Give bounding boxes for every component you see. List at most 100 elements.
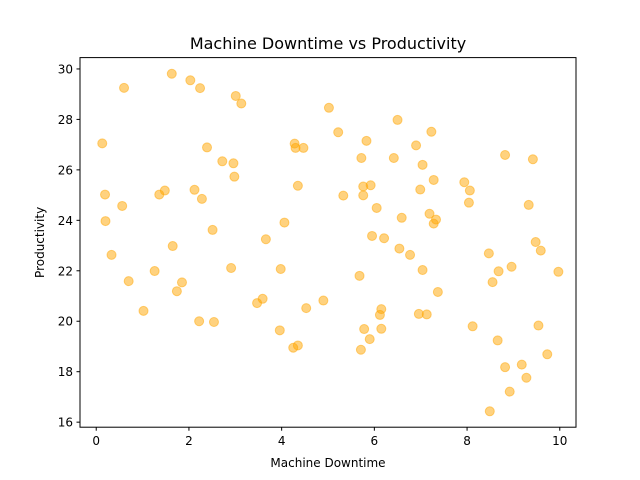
data-point-56 [371,202,382,213]
data-point-99 [553,266,564,277]
data-point-0 [97,138,108,149]
y-tick-label: 28 [58,113,73,127]
data-point-65 [405,249,416,260]
data-point-81 [467,321,478,332]
data-point-25 [228,158,239,169]
x-tick-label: 6 [371,434,379,448]
data-point-12 [167,241,178,252]
data-point-44 [333,127,344,138]
data-point-76 [431,214,442,225]
data-point-68 [415,184,426,195]
data-point-97 [535,245,546,256]
data-point-52 [361,135,372,146]
data-point-39 [292,180,303,191]
data-point-5 [119,82,130,93]
data-point-21 [207,224,218,235]
data-point-48 [356,153,367,164]
x-tick-label: 4 [278,434,286,448]
data-point-70 [417,265,428,276]
data-point-19 [196,193,207,204]
data-point-51 [359,324,370,335]
data-point-15 [185,75,196,86]
data-point-73 [426,126,437,137]
data-point-84 [484,406,495,417]
data-point-47 [355,344,366,355]
y-tick-label: 16 [58,416,73,430]
data-point-86 [492,335,503,346]
data-point-98 [542,349,553,360]
data-point-32 [274,325,285,336]
data-point-72 [424,208,435,219]
data-point-50 [358,190,369,201]
data-point-7 [138,305,149,316]
data-point-24 [226,263,237,274]
y-tick-label: 24 [58,214,73,228]
data-point-45 [338,190,349,201]
y-tick-label: 18 [58,365,73,379]
data-point-31 [260,234,271,245]
x-tick-label: 10 [552,434,567,448]
data-point-55 [367,230,378,241]
data-point-96 [533,320,544,331]
data-point-93 [523,199,534,210]
x-axis-ticks: 0 2 4 6 8 10 [92,427,567,448]
data-point-46 [354,270,365,281]
data-point-16 [189,184,200,195]
data-point-85 [487,277,498,288]
data-point-83 [483,248,494,259]
data-point-8 [149,266,160,277]
data-point-94 [527,154,538,165]
data-point-26 [229,171,240,182]
data-point-43 [323,102,334,113]
data-point-38 [292,340,303,351]
data-point-91 [516,359,527,370]
y-tick-label: 22 [58,264,73,278]
data-point-30 [257,293,268,304]
data-point-89 [504,386,515,397]
y-tick-label: 30 [58,62,73,76]
data-point-42 [318,295,329,306]
data-point-92 [521,372,532,383]
x-tick-label: 0 [92,434,100,448]
data-point-58 [376,323,387,334]
data-point-41 [301,303,312,314]
plot-frame [79,57,577,428]
data-point-28 [236,98,247,109]
data-point-95 [530,237,541,248]
data-point-59 [376,304,387,315]
data-point-20 [202,142,213,153]
data-point-61 [388,153,399,164]
data-point-13 [171,286,182,297]
data-point-78 [459,177,470,188]
data-point-33 [275,264,286,275]
data-point-40 [298,142,309,153]
data-point-34 [279,217,290,228]
y-axis-ticks: 16 18 20 22 24 26 28 30 [58,62,80,430]
y-tick-label: 26 [58,163,73,177]
data-points [97,68,564,417]
data-point-80 [464,185,475,196]
data-point-64 [396,212,407,223]
data-point-6 [123,276,134,287]
data-point-69 [417,159,428,170]
data-point-17 [194,316,205,327]
data-point-74 [428,174,439,185]
data-point-60 [379,233,390,244]
data-point-3 [106,249,117,260]
data-point-90 [506,261,517,272]
data-point-66 [411,140,422,151]
data-point-14 [176,277,187,288]
chart-title: Machine Downtime vs Productivity [190,34,466,53]
data-point-54 [365,180,376,191]
data-point-23 [217,156,228,167]
data-point-18 [195,83,206,94]
data-point-53 [364,334,375,345]
data-point-63 [394,243,405,254]
data-point-22 [208,316,219,327]
data-point-88 [500,362,511,373]
data-point-4 [117,200,128,211]
data-point-27 [230,90,241,101]
data-point-1 [100,189,111,200]
data-point-11 [166,68,177,79]
